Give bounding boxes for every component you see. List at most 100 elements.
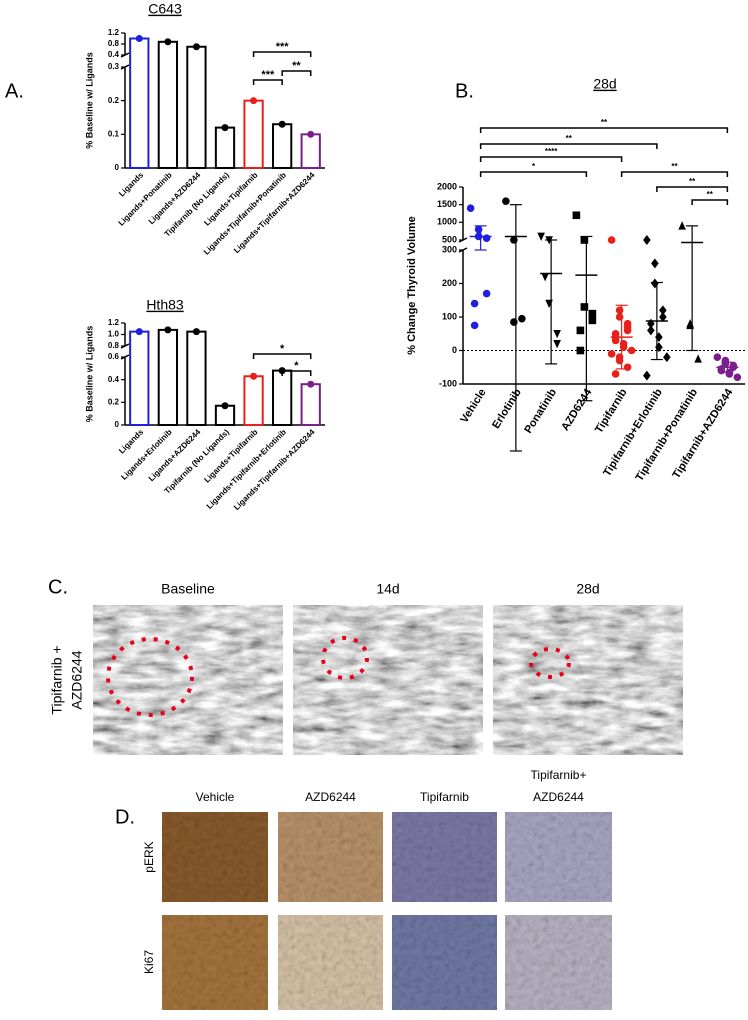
- y-tick-label: 1500: [437, 199, 457, 209]
- y-tick-label: 0.8: [108, 341, 120, 350]
- bar: [186, 45, 207, 169]
- point: [725, 370, 734, 378]
- bar: [129, 330, 150, 426]
- bar-point: [164, 326, 172, 334]
- significance-bracket: [252, 353, 312, 359]
- y-tick-label: 2000: [437, 181, 457, 191]
- point: [611, 336, 620, 345]
- tissue-texture: [392, 915, 497, 1010]
- significance-label: *: [294, 360, 299, 372]
- bar-point: [278, 120, 286, 128]
- x-tick-label: Ligands+Tipifarnib: [202, 170, 259, 227]
- x-tick-label: Ligands+Erlotinib: [119, 427, 173, 481]
- point: [643, 370, 651, 381]
- bar: [186, 330, 207, 426]
- point: [510, 236, 518, 244]
- significance-bracket: [479, 143, 658, 149]
- point: [713, 353, 722, 362]
- point: [607, 350, 616, 358]
- x-tick-label: Ligands+AZD6244: [147, 427, 203, 483]
- point: [659, 312, 667, 322]
- point: [553, 340, 561, 349]
- tumor-outline: [321, 636, 369, 680]
- bar: [272, 369, 293, 427]
- significance-label: *: [532, 162, 536, 171]
- point: [615, 356, 624, 365]
- panel-label: D.: [115, 806, 135, 828]
- significance-label: **: [689, 177, 696, 186]
- y-tick-label: 0.2: [108, 397, 120, 406]
- bar-point: [135, 328, 143, 336]
- y-tick-label: 1.2: [108, 318, 120, 327]
- point: [588, 316, 597, 325]
- x-tick-label: Ligands: [117, 427, 145, 455]
- y-tick-label: 0.1: [108, 129, 120, 138]
- significance-label: **: [566, 134, 573, 143]
- x-tick-label: Ligands: [117, 170, 145, 198]
- bar: [272, 123, 293, 169]
- y-axis-label: % Baseline w/ Ligands: [84, 52, 94, 149]
- y-axis-label: % Baseline w/ Ligands: [84, 326, 94, 423]
- point: [694, 354, 702, 363]
- point: [541, 273, 549, 282]
- significance-label: ****: [545, 147, 558, 156]
- x-tick-label: Ligands+Ponatinib: [117, 170, 174, 227]
- point: [580, 236, 589, 244]
- x-tick-label: Vehicle: [458, 387, 488, 426]
- column-header: Tipifarnib+: [531, 768, 587, 782]
- chart-title: Hth83: [146, 297, 184, 313]
- point: [607, 236, 616, 244]
- point: [655, 342, 663, 353]
- tissue-texture: [392, 812, 497, 902]
- significance-bracket: [656, 186, 729, 192]
- point: [510, 318, 518, 326]
- point: [659, 305, 667, 316]
- y-tick-label: 0.2: [108, 96, 120, 105]
- tissue-texture: [505, 812, 612, 902]
- point: [733, 373, 742, 382]
- point: [651, 258, 659, 269]
- tumor-outline: [106, 637, 194, 717]
- row-label: Tipifarnib +: [49, 645, 65, 714]
- bar-point: [135, 35, 143, 42]
- panel-label: A.: [5, 80, 24, 102]
- chart-title: C643: [148, 1, 182, 17]
- bar: [243, 99, 264, 169]
- y-tick-label: 0: [452, 345, 457, 355]
- y-tick-label: 1.0: [108, 330, 120, 339]
- y-tick-label: 0: [115, 163, 120, 172]
- panel-label: C.: [48, 576, 68, 598]
- y-tick-label: 1.2: [108, 28, 120, 37]
- x-tick-label: Erlotinib: [490, 387, 524, 431]
- point: [572, 211, 581, 220]
- bar-point: [192, 328, 200, 336]
- ultrasound-image: [293, 605, 483, 755]
- bar: [129, 37, 150, 169]
- significance-label: **: [671, 162, 678, 171]
- point: [623, 363, 632, 372]
- point: [470, 321, 479, 330]
- point: [651, 278, 659, 289]
- column-header: 28d: [576, 581, 599, 597]
- significance-label: *: [280, 343, 285, 355]
- bar-point: [164, 38, 172, 46]
- significance-label: **: [601, 118, 608, 127]
- significance-bracket: [691, 199, 729, 205]
- y-tick-label: 300: [442, 244, 457, 254]
- column-header: AZD6244: [533, 790, 584, 804]
- ultrasound-image: [93, 605, 283, 755]
- x-tick-label: AZD6244: [559, 386, 595, 433]
- point: [623, 323, 632, 331]
- x-tick-label: Tipifarnib+Ponatinib: [634, 387, 701, 484]
- significance-bracket: [479, 171, 588, 177]
- point: [678, 221, 686, 230]
- significance-label: ***: [261, 69, 275, 81]
- bar-point: [192, 43, 200, 51]
- x-tick-label: Ligands+AZD6244: [147, 170, 203, 226]
- y-tick-label: 0.8: [108, 39, 120, 48]
- bar-point: [307, 380, 315, 388]
- tissue-texture: [278, 812, 383, 902]
- y-tick-label: 500: [442, 234, 457, 244]
- bar-point: [307, 130, 315, 138]
- tissue-texture: [162, 915, 268, 1010]
